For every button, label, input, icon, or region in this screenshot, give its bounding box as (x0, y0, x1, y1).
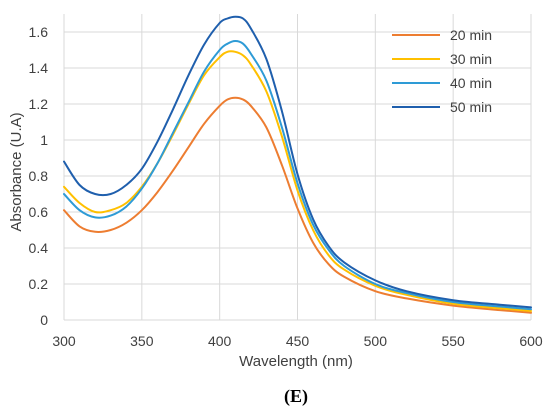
grid-layer (63, 14, 532, 321)
x-tick-label: 500 (364, 333, 388, 349)
y-axis-title: Absorbance (U.A) (8, 112, 25, 231)
x-tick-label: 450 (286, 333, 310, 349)
y-tick-label: 1.4 (29, 60, 49, 76)
y-tick-label: 0.4 (29, 240, 49, 256)
x-tick-label: 400 (208, 333, 232, 349)
y-tick-label: 1 (40, 132, 48, 148)
series-line-4 (63, 15, 532, 309)
x-tick-label: 350 (130, 333, 154, 349)
x-axis-ticks: 300 350 400 450 500 550 600 (52, 333, 543, 349)
y-tick-label: 0.8 (29, 168, 49, 184)
series-layer (63, 15, 532, 314)
legend-label: 20 min (450, 27, 492, 43)
y-tick-label: 0.6 (29, 204, 49, 220)
x-tick-label: 600 (519, 333, 543, 349)
y-tick-label: 1.2 (29, 96, 49, 112)
series-line-1 (63, 96, 532, 314)
series-line-3 (63, 40, 532, 311)
y-tick-label: 1.6 (29, 24, 49, 40)
legend-label: 30 min (450, 51, 492, 67)
legend-label: 50 min (450, 99, 492, 115)
y-tick-label: 0.2 (29, 276, 49, 292)
legend: 20 min 30 min 40 min 50 min (392, 27, 492, 115)
x-tick-label: 550 (441, 333, 465, 349)
x-tick-label: 300 (52, 333, 76, 349)
series-line-2 (63, 50, 532, 312)
panel-label: (E) (284, 386, 308, 407)
y-axis-ticks: 0 0.2 0.4 0.6 0.8 1 1.2 1.4 1.6 (29, 24, 49, 328)
x-axis-title: Wavelength (nm) (239, 353, 353, 370)
y-tick-label: 0 (40, 312, 48, 328)
legend-label: 40 min (450, 75, 492, 91)
